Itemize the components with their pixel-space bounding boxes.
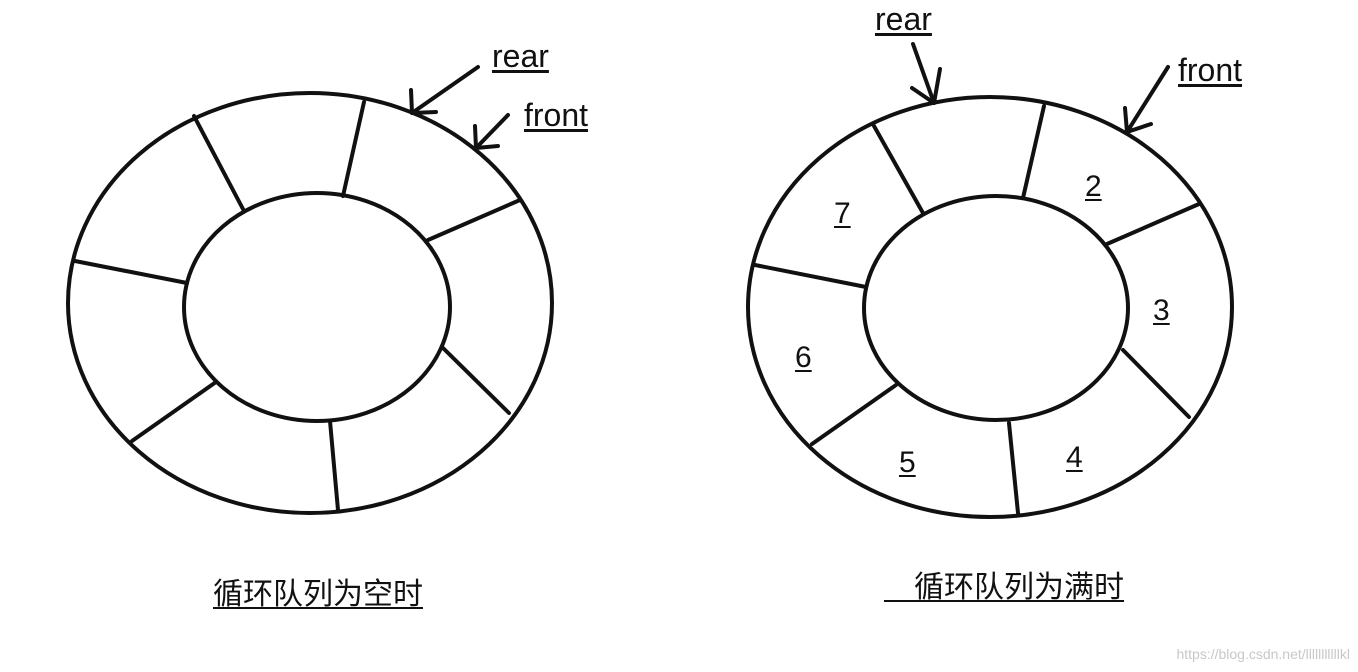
rear-label: rear [875,1,932,37]
empty-queue-ring [66,91,554,515]
empty-queue-caption: 循环队列为空时 [213,577,423,612]
front-label: front [1178,52,1243,88]
slot-divider [810,383,898,446]
slot-divider [192,114,246,213]
slot-divider [130,380,218,443]
slot-divider [1007,421,1020,515]
slot-divider [341,100,366,198]
inner-ring [182,191,452,423]
inner-ring [862,194,1130,422]
rear-label: rear [492,38,549,74]
rear-arrow [409,65,480,115]
watermark: https://blog.csdn.net/lllllllllllkl [1176,646,1350,662]
slot-divider [440,345,511,415]
slot-value: 3 [1153,294,1170,327]
slot-divider [73,259,189,285]
front-arrow [1123,65,1170,134]
outer-ring [746,95,1234,519]
slot-value: 2 [1085,170,1102,203]
front-arrow [473,113,510,150]
slot-divider [1121,348,1191,419]
slot-divider [426,198,522,242]
slot-value: 7 [834,197,851,230]
full-queue-caption-text: 循环队列为满时 [914,570,1124,605]
slot-divider [1105,202,1201,246]
full-queue-ring [746,95,1234,519]
slot-divider [1021,104,1046,200]
full-queue-caption: 循环队列为满时 [884,573,1124,603]
outer-ring [66,91,554,515]
slot-value: 4 [1066,441,1083,474]
slot-divider [328,419,340,512]
slot-divider [753,263,868,289]
rear-arrow [910,42,942,105]
front-label: front [524,97,589,133]
slot-value: 5 [899,446,916,479]
slot-value: 6 [795,341,812,374]
slot-divider [872,124,925,215]
